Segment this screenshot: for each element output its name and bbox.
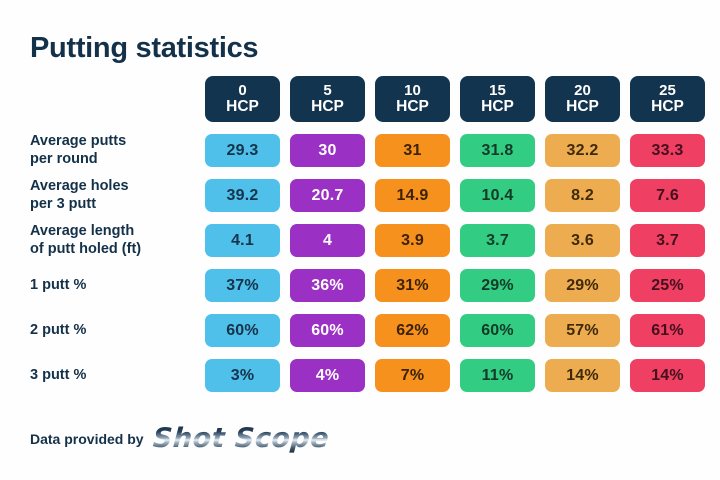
row-cells: 39.2 20.7 14.9 10.4 8.2 7.6 [205, 179, 705, 212]
data-cell[interactable]: 3.6 [545, 224, 620, 257]
data-cell[interactable]: 60% [460, 314, 535, 347]
column-header-unit: HCP [651, 97, 684, 115]
row-label-2-putt-percent: 2 putt % [30, 322, 205, 339]
column-header-value: 0 [238, 81, 247, 99]
data-cell[interactable]: 4% [290, 359, 365, 392]
data-cell[interactable]: 3.7 [630, 224, 705, 257]
column-header-value: 5 [323, 81, 332, 99]
data-cell[interactable]: 20.7 [290, 179, 365, 212]
data-cell[interactable]: 3% [205, 359, 280, 392]
column-header-unit: HCP [566, 97, 599, 115]
column-header-unit: HCP [311, 97, 344, 115]
data-cell[interactable]: 10.4 [460, 179, 535, 212]
data-cell[interactable]: 60% [290, 314, 365, 347]
row-cells: 60% 60% 62% 60% 57% 61% [205, 314, 705, 347]
data-cell[interactable]: 11% [460, 359, 535, 392]
row-label-line2: per round [30, 150, 98, 167]
column-header-unit: HCP [396, 97, 429, 115]
data-cell[interactable]: 62% [375, 314, 450, 347]
data-cell[interactable]: 31.8 [460, 134, 535, 167]
table-row: Average holes per 3 putt 39.2 20.7 14.9 … [30, 173, 706, 218]
row-cells: 3% 4% 7% 11% 14% 14% [205, 359, 705, 392]
data-cell[interactable]: 29% [460, 269, 535, 302]
data-cell[interactable]: 31 [375, 134, 450, 167]
data-cell[interactable]: 3.7 [460, 224, 535, 257]
footer-attribution: Data provided by Shot Scope [30, 423, 330, 454]
row-label-line1: 2 putt % [30, 321, 87, 338]
table-row: Average length of putt holed (ft) 4.1 4 … [30, 218, 706, 263]
data-cell[interactable]: 8.2 [545, 179, 620, 212]
row-cells: 4.1 4 3.9 3.7 3.6 3.7 [205, 224, 705, 257]
row-label-line1: Average length [30, 223, 135, 240]
data-cell[interactable]: 36% [290, 269, 365, 302]
data-cell[interactable]: 33.3 [630, 134, 705, 167]
row-label-3-putt-percent: 3 putt % [30, 367, 205, 384]
table-row: Average putts per round 29.3 30 31 31.8 … [30, 128, 706, 173]
row-label-line1: 1 putt % [30, 276, 87, 293]
data-cell[interactable]: 29.3 [205, 134, 280, 167]
table-row: 2 putt % 60% 60% 62% 60% 57% 61% [30, 308, 706, 353]
data-cell[interactable]: 37% [205, 269, 280, 302]
data-cell[interactable]: 39.2 [205, 179, 280, 212]
page-title: Putting statistics [30, 32, 259, 64]
shot-scope-logo: Shot Scope [151, 423, 330, 454]
data-cell[interactable]: 3.9 [375, 224, 450, 257]
data-cell[interactable]: 14.9 [375, 179, 450, 212]
data-cell[interactable]: 14% [630, 359, 705, 392]
row-label-average-length-of-putt-holed: Average length of putt holed (ft) [30, 223, 205, 257]
row-cells: 29.3 30 31 31.8 32.2 33.3 [205, 134, 705, 167]
data-cell[interactable]: 25% [630, 269, 705, 302]
row-label-line2: per 3 putt [30, 195, 97, 212]
data-cell[interactable]: 7.6 [630, 179, 705, 212]
column-header-10[interactable]: 10 HCP [375, 76, 450, 122]
column-header-value: 20 [574, 81, 591, 99]
column-header-5[interactable]: 5 HCP [290, 76, 365, 122]
row-label-1-putt-percent: 1 putt % [30, 277, 205, 294]
table-row: 1 putt % 37% 36% 31% 29% 29% 25% [30, 263, 706, 308]
data-cell[interactable]: 4 [290, 224, 365, 257]
data-cell[interactable]: 61% [630, 314, 705, 347]
column-header-20[interactable]: 20 HCP [545, 76, 620, 122]
data-cell[interactable]: 29% [545, 269, 620, 302]
statistics-table: 0 HCP 5 HCP 10 HCP 15 HCP 20 HCP [30, 76, 706, 398]
data-cell[interactable]: 31% [375, 269, 450, 302]
header-cells: 0 HCP 5 HCP 10 HCP 15 HCP 20 HCP [205, 76, 705, 122]
data-cell[interactable]: 57% [545, 314, 620, 347]
column-header-value: 15 [489, 81, 506, 99]
row-label-average-holes-per-3-putt: Average holes per 3 putt [30, 178, 205, 212]
row-label-line2: of putt holed (ft) [30, 240, 142, 257]
row-label-line1: Average putts [30, 133, 127, 150]
row-cells: 37% 36% 31% 29% 29% 25% [205, 269, 705, 302]
data-cell[interactable]: 60% [205, 314, 280, 347]
table-header-row: 0 HCP 5 HCP 10 HCP 15 HCP 20 HCP [30, 76, 706, 128]
row-label-line1: Average holes [30, 178, 129, 195]
column-header-value: 25 [659, 81, 676, 99]
data-cell[interactable]: 4.1 [205, 224, 280, 257]
column-header-unit: HCP [226, 97, 259, 115]
column-header-unit: HCP [481, 97, 514, 115]
column-header-25[interactable]: 25 HCP [630, 76, 705, 122]
data-cell[interactable]: 30 [290, 134, 365, 167]
data-cell[interactable]: 7% [375, 359, 450, 392]
column-header-0[interactable]: 0 HCP [205, 76, 280, 122]
column-header-value: 10 [404, 81, 421, 99]
row-label-line1: 3 putt % [30, 366, 87, 383]
column-header-15[interactable]: 15 HCP [460, 76, 535, 122]
footer-credit-text: Data provided by [30, 430, 144, 447]
data-cell[interactable]: 32.2 [545, 134, 620, 167]
table-row: 3 putt % 3% 4% 7% 11% 14% 14% [30, 353, 706, 398]
data-cell[interactable]: 14% [545, 359, 620, 392]
row-label-average-putts-per-round: Average putts per round [30, 133, 205, 167]
